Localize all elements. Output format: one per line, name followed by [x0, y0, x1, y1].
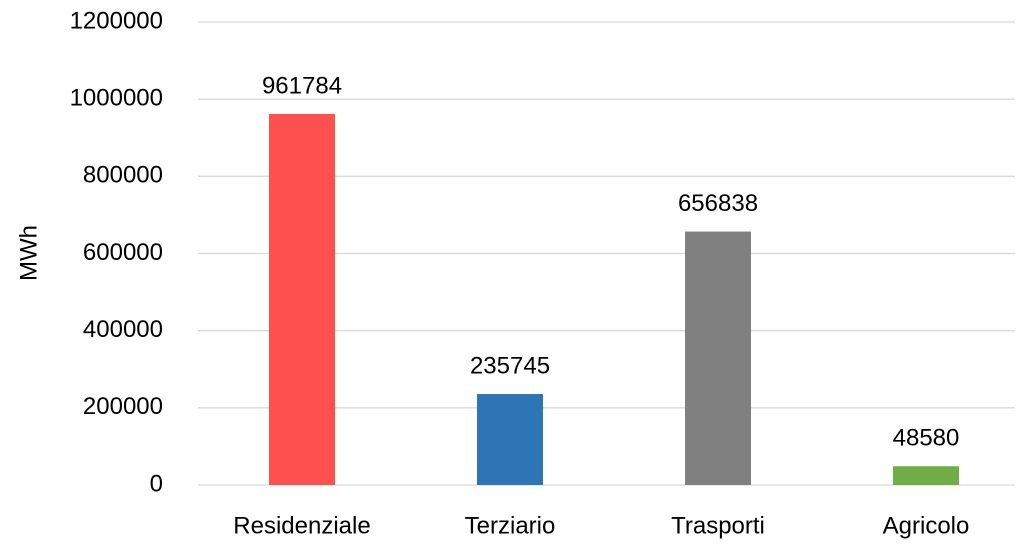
x-tick-label: Terziario	[465, 512, 556, 539]
bar	[269, 113, 335, 485]
bar	[477, 394, 543, 485]
data-label: 656838	[678, 190, 758, 217]
y-tick-label: 0	[150, 470, 163, 497]
x-tick-label: Residenziale	[233, 512, 370, 539]
data-label: 961784	[262, 72, 342, 99]
bar	[893, 466, 959, 485]
x-tick-label: Agricolo	[883, 512, 970, 539]
data-label: 235745	[470, 352, 550, 379]
y-tick-label: 400000	[83, 316, 163, 343]
bar	[685, 231, 751, 485]
y-axis-label: MWh	[15, 225, 42, 281]
y-tick-label: 200000	[83, 393, 163, 420]
x-tick-label: Trasporti	[671, 512, 765, 539]
y-tick-label: 800000	[83, 162, 163, 189]
data-label: 48580	[893, 425, 960, 452]
y-tick-label: 600000	[83, 239, 163, 266]
y-tick-label: 1000000	[70, 85, 163, 112]
y-tick-label: 1200000	[70, 7, 163, 34]
